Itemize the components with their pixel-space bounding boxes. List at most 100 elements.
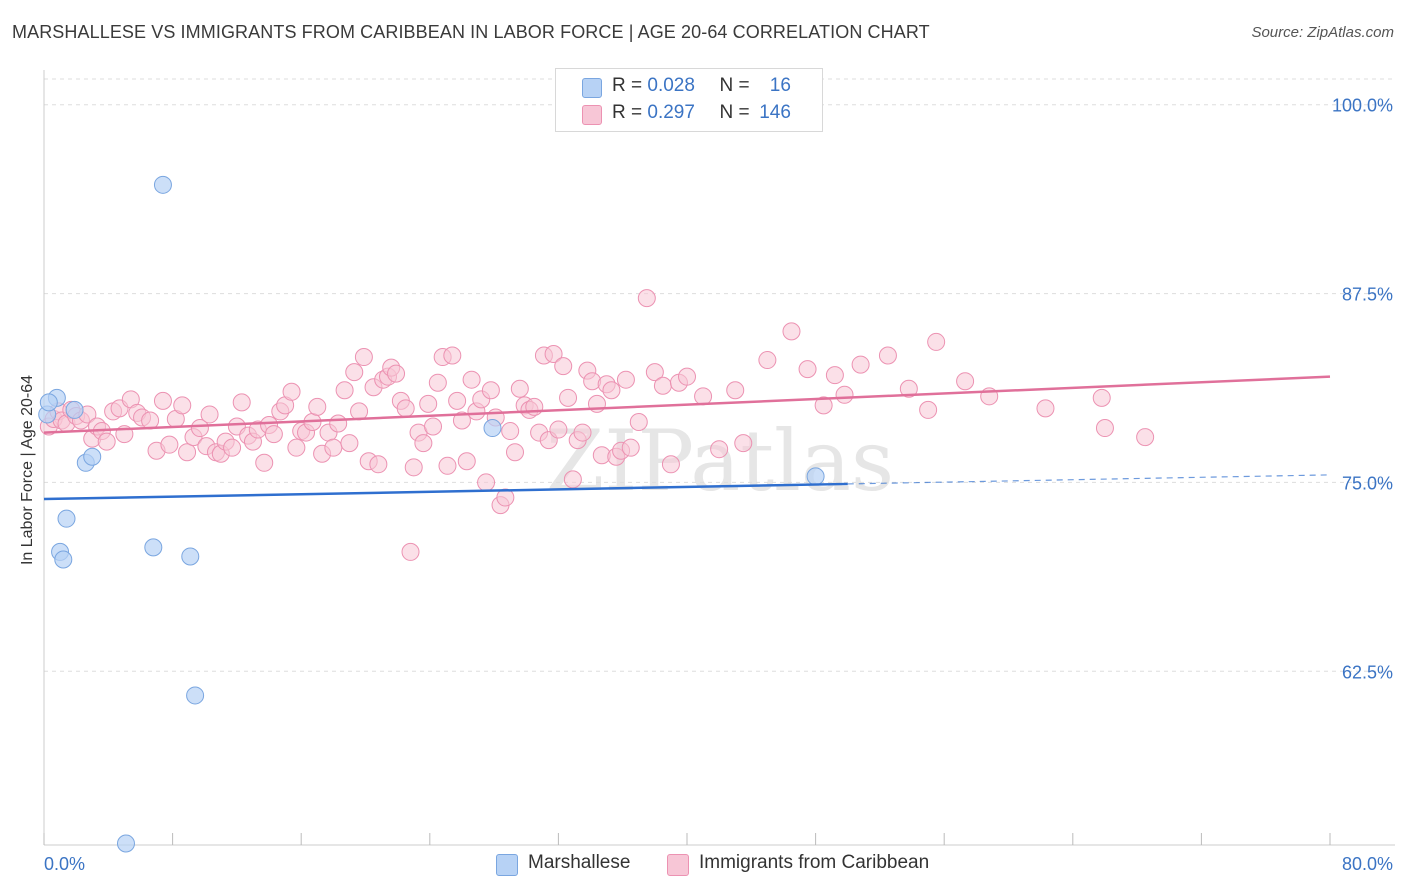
marshallese-legend-swatch bbox=[496, 854, 518, 876]
caribbean-point bbox=[282, 382, 301, 401]
caribbean-point bbox=[629, 412, 648, 431]
caribbean-point bbox=[645, 363, 664, 382]
caribbean-point bbox=[481, 381, 500, 400]
caribbean-point bbox=[345, 363, 364, 382]
caribbean-point bbox=[419, 394, 438, 413]
caribbean-point bbox=[387, 364, 406, 383]
caribbean-point bbox=[443, 346, 462, 365]
marshallese-point bbox=[806, 467, 825, 486]
marshallese-point bbox=[483, 419, 502, 438]
legend-label: Immigrants from Caribbean bbox=[699, 852, 930, 873]
marshallese-point bbox=[153, 175, 172, 194]
caribbean-point bbox=[825, 366, 844, 385]
caribbean-point bbox=[462, 370, 481, 389]
caribbean-point bbox=[927, 332, 946, 351]
y-tick-label: 75.0% bbox=[1342, 473, 1393, 493]
caribbean-point bbox=[404, 458, 423, 477]
caribbean-point bbox=[401, 542, 420, 561]
caribbean-point bbox=[559, 388, 578, 407]
marshallese-point bbox=[57, 509, 76, 528]
caribbean-point bbox=[1095, 419, 1114, 438]
caribbean-point bbox=[369, 455, 388, 474]
caribbean-point bbox=[851, 355, 870, 374]
caribbean-point bbox=[501, 422, 520, 441]
caribbean-point bbox=[452, 411, 471, 430]
caribbean-point bbox=[653, 376, 672, 395]
caribbean-point bbox=[544, 345, 563, 364]
marshallese-point bbox=[39, 393, 58, 412]
caribbean-point bbox=[97, 432, 116, 451]
caribbean-point bbox=[354, 348, 373, 367]
caribbean-point bbox=[340, 434, 359, 453]
caribbean-point bbox=[424, 417, 443, 436]
caribbean-point bbox=[190, 419, 209, 438]
caribbean-point bbox=[616, 370, 635, 389]
marshallese-trend-line bbox=[43, 482, 848, 501]
caribbean-point bbox=[734, 434, 753, 453]
x-tick-label: 80.0% bbox=[1342, 854, 1393, 874]
caribbean-point bbox=[264, 425, 283, 444]
r-value: 0.028 bbox=[647, 75, 695, 96]
caribbean-point bbox=[232, 393, 251, 412]
caribbean-point bbox=[549, 420, 568, 439]
caribbean-point bbox=[661, 455, 680, 474]
caribbean-point bbox=[329, 414, 348, 433]
y-tick-label: 62.5% bbox=[1342, 662, 1393, 682]
caribbean-point bbox=[694, 387, 713, 406]
chart-title: MARSHALLESE VS IMMIGRANTS FROM CARIBBEAN… bbox=[12, 22, 930, 42]
n-value: 146 bbox=[759, 102, 791, 123]
caribbean-point bbox=[223, 438, 242, 457]
n-label: N = bbox=[719, 102, 750, 123]
caribbean-point bbox=[457, 452, 476, 471]
y-tick-label: 87.5% bbox=[1342, 285, 1393, 305]
caribbean-legend-swatch bbox=[667, 854, 689, 876]
marshallese-trend-extension bbox=[847, 474, 1331, 485]
caribbean-point bbox=[200, 405, 219, 424]
caribbean-point bbox=[710, 440, 729, 459]
caribbean-point bbox=[153, 391, 172, 410]
caribbean-point bbox=[956, 372, 975, 391]
caribbean-point bbox=[510, 379, 529, 398]
marshallese-point bbox=[65, 400, 84, 419]
caribbean-point bbox=[525, 397, 544, 416]
caribbean-point bbox=[477, 473, 496, 492]
caribbean-point bbox=[438, 456, 457, 475]
caribbean-point bbox=[899, 379, 918, 398]
caribbean-point bbox=[141, 411, 160, 430]
caribbean-point bbox=[678, 367, 696, 386]
caribbean-point bbox=[583, 372, 602, 391]
marshallese-point bbox=[186, 686, 205, 705]
caribbean-point bbox=[878, 346, 897, 365]
caribbean-trend-line bbox=[43, 375, 1331, 434]
caribbean-point bbox=[496, 488, 515, 507]
caribbean-point bbox=[554, 357, 573, 376]
marshallese-point bbox=[144, 538, 163, 557]
caribbean-point bbox=[919, 400, 938, 419]
caribbean-point bbox=[287, 438, 306, 457]
caribbean-point bbox=[1136, 428, 1155, 447]
caribbean-point bbox=[563, 470, 582, 489]
caribbean-point bbox=[758, 351, 777, 370]
caribbean-point bbox=[1036, 399, 1055, 418]
caribbean-point bbox=[726, 381, 745, 400]
caribbean-point bbox=[782, 322, 801, 341]
r-label: R = bbox=[612, 75, 643, 96]
caribbean-point bbox=[335, 381, 354, 400]
caribbean-swatch bbox=[582, 105, 602, 125]
x-tick-label: 0.0% bbox=[44, 854, 85, 874]
caribbean-point bbox=[173, 396, 192, 415]
marshallese-point bbox=[83, 447, 102, 466]
caribbean-point bbox=[160, 435, 179, 454]
caribbean-point bbox=[798, 360, 817, 379]
n-label: N = bbox=[719, 75, 750, 96]
stats-legend: R = 0.028 N = 16 R = 0.297 N = 146 bbox=[555, 68, 823, 132]
caribbean-point bbox=[835, 385, 854, 404]
caribbean-point bbox=[308, 397, 327, 416]
n-value: 16 bbox=[769, 75, 791, 96]
caribbean-point bbox=[602, 381, 621, 400]
caribbean-point bbox=[178, 443, 197, 462]
caribbean-point bbox=[814, 396, 833, 415]
caribbean-point bbox=[573, 423, 592, 442]
marshallese-point bbox=[116, 834, 135, 853]
